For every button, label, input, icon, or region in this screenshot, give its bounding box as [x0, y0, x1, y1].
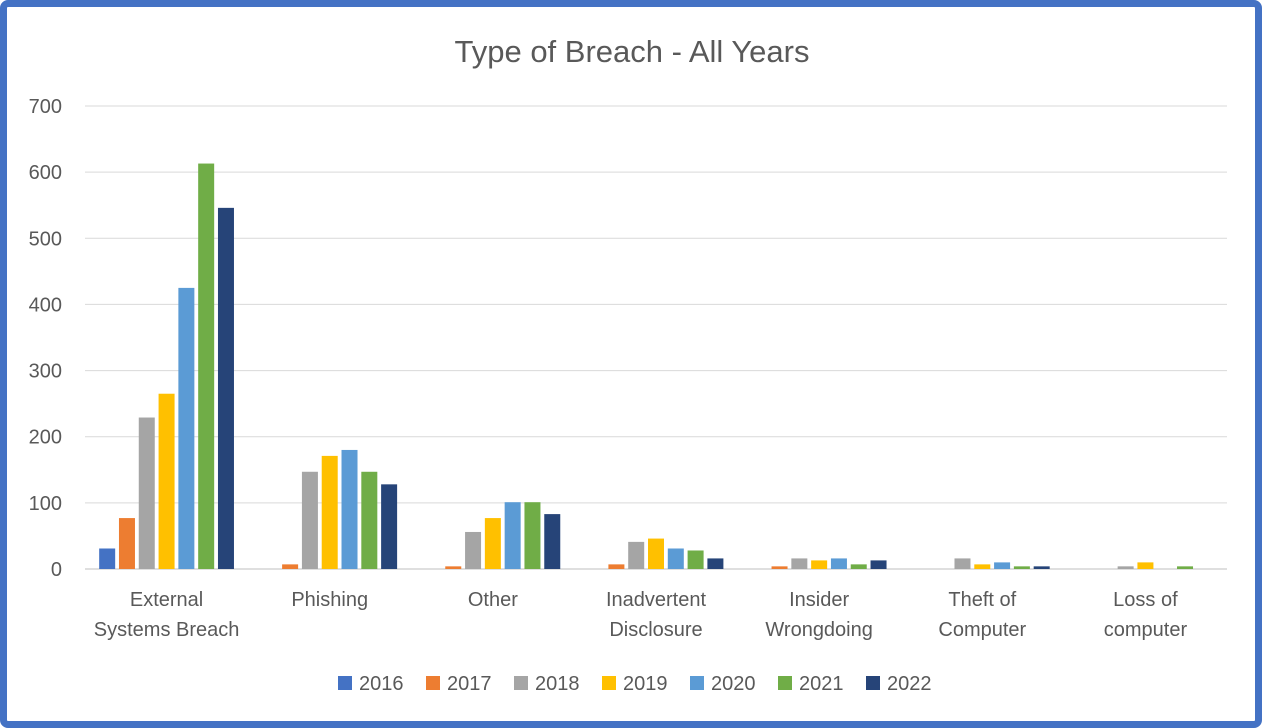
bar-2017	[608, 564, 625, 569]
bar-2021	[198, 163, 215, 569]
bar-2017	[771, 566, 788, 569]
bar-2019	[484, 518, 501, 569]
bar-2022	[1033, 566, 1050, 569]
y-tick-label: 100	[29, 493, 62, 515]
bar-2018	[301, 471, 318, 569]
gridlines	[85, 105, 1227, 570]
bar-2020	[667, 548, 684, 569]
bar-2019	[321, 455, 338, 569]
bar-2022	[870, 560, 887, 569]
bar-2018	[954, 558, 971, 569]
legend-swatch-2019	[602, 676, 616, 690]
bar-2020	[341, 449, 358, 569]
bar-2016	[99, 548, 116, 569]
legend-swatch-2022	[866, 676, 880, 690]
x-tick-label: Loss of computer	[1104, 589, 1188, 641]
legend-label-2021: 2021	[799, 673, 844, 695]
legend-label-2019: 2019	[623, 673, 668, 695]
bar-2019	[974, 564, 991, 569]
y-tick-label: 200	[29, 427, 62, 449]
x-tick-label: Theft of Computer	[938, 589, 1026, 641]
chart-title: Type of Breach - All Years	[455, 34, 810, 69]
bar-2017	[445, 566, 462, 569]
bar-2017	[118, 518, 135, 569]
bar-2021	[850, 564, 867, 569]
bar-2019	[648, 538, 664, 569]
x-tick-label: Insider Wrongdoing	[765, 589, 872, 641]
x-axis: External Systems Breach Phishing Other Inadv…	[94, 589, 1188, 641]
y-axis: 0 100 200 300 400 500 600 700	[29, 96, 62, 581]
bar-2021	[687, 550, 704, 569]
x-tick-label: Phishing	[291, 589, 368, 611]
legend-label-2016: 2016	[359, 673, 404, 695]
bar-2018	[791, 558, 808, 569]
bar-2020	[994, 562, 1011, 569]
bar-2019	[158, 393, 175, 569]
bar-2019	[1137, 562, 1154, 569]
bar-2020	[178, 287, 195, 569]
legend-swatch-2020	[690, 676, 704, 690]
bar-2021	[361, 471, 378, 569]
legend-label-2018: 2018	[535, 673, 580, 695]
y-tick-label: 0	[51, 559, 62, 581]
bar-2022	[544, 514, 561, 569]
y-tick-label: 400	[29, 294, 62, 316]
legend-label-2022: 2022	[887, 673, 932, 695]
bar-2021	[1177, 566, 1194, 569]
bar-2018	[628, 541, 645, 569]
bar-2017	[282, 564, 299, 569]
legend-swatch-2016	[338, 676, 352, 690]
bar-2022	[217, 207, 234, 570]
bar-2020	[830, 558, 847, 569]
bar-2021	[524, 502, 541, 569]
y-tick-label: 300	[29, 361, 62, 383]
legend: 2016 2017 2018 2019 2020 2021 2022	[338, 673, 932, 695]
x-tick-label: Other	[468, 589, 518, 611]
bar-2022	[707, 558, 724, 569]
bar-2018	[465, 531, 482, 569]
bar-2022	[381, 484, 398, 569]
legend-label-2020: 2020	[711, 673, 756, 695]
y-tick-label: 700	[29, 96, 62, 118]
bars	[99, 163, 1194, 570]
bar-2021	[1013, 566, 1030, 569]
bar-2020	[504, 502, 521, 569]
x-tick-label: External Systems Breach	[94, 589, 240, 641]
y-tick-label: 500	[29, 228, 62, 250]
x-tick-label: Inadvertent Disclosure	[606, 589, 707, 641]
legend-swatch-2017	[426, 676, 440, 690]
bar-2018	[138, 417, 155, 569]
y-tick-label: 600	[29, 162, 62, 184]
legend-swatch-2021	[778, 676, 792, 690]
legend-swatch-2018	[514, 676, 528, 690]
legend-label-2017: 2017	[447, 673, 492, 695]
bar-2019	[811, 560, 828, 569]
bar-2018	[1117, 566, 1134, 569]
